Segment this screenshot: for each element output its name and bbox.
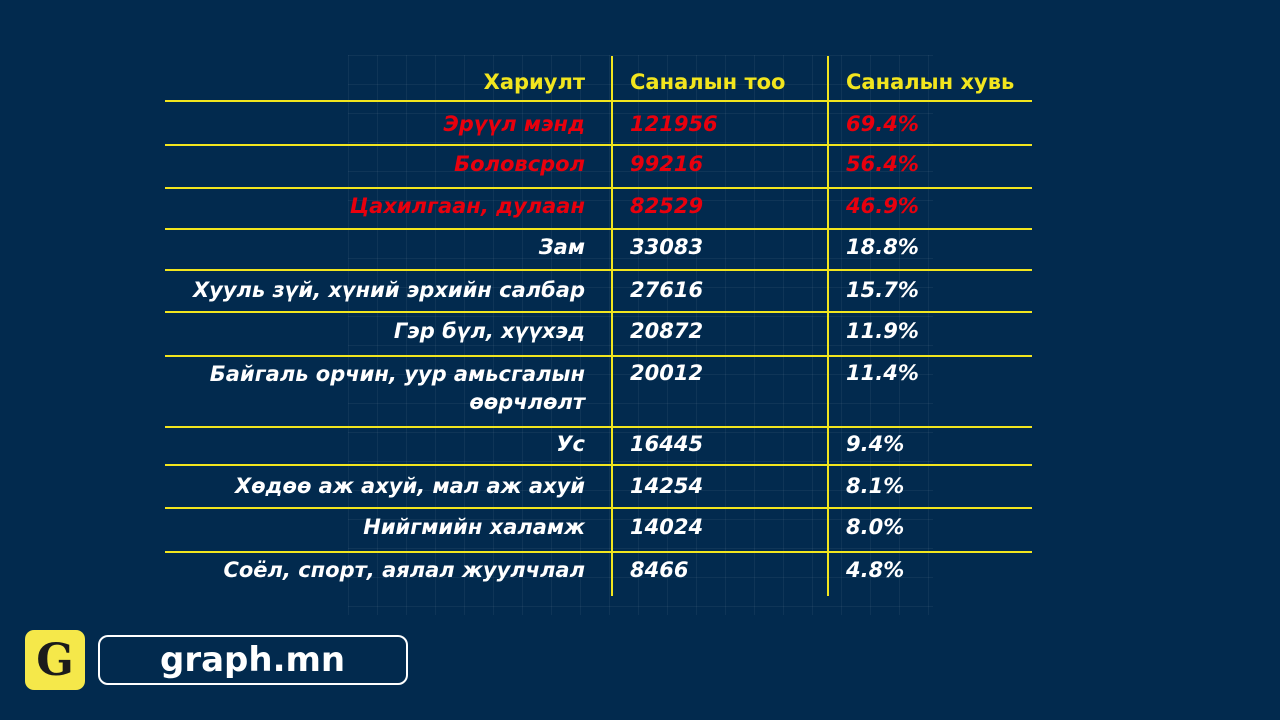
count-cell: 121956 (630, 112, 718, 136)
answer-cell: Гэр бүл, хүүхэд (393, 319, 585, 343)
count-cell: 8466 (630, 558, 689, 582)
percent-cell: 9.4% (846, 432, 905, 456)
row-divider (165, 464, 1032, 466)
count-cell: 14254 (630, 474, 704, 498)
count-cell: 33083 (630, 235, 704, 259)
count-cell: 99216 (630, 152, 704, 176)
answer-cell: Хууль зүй, хүний эрхийн салбар (192, 278, 585, 302)
row-divider (165, 228, 1032, 230)
percent-cell: 56.4% (846, 152, 919, 176)
count-cell: 16445 (630, 432, 704, 456)
count-cell: 20872 (630, 319, 704, 343)
answer-cell: Соёл, спорт, аялал жуулчлал (223, 558, 585, 582)
percent-cell: 4.8% (846, 558, 905, 582)
count-cell: 82529 (630, 194, 704, 218)
header-count: Саналын тоо (630, 70, 786, 94)
answer-cell: Зам (538, 235, 585, 259)
answer-cell: Боловсрол (454, 152, 585, 176)
answer-cell: Ус (556, 432, 585, 456)
percent-cell: 15.7% (846, 278, 919, 302)
header-percent: Саналын хувь (846, 70, 1015, 94)
column-divider-2 (827, 56, 829, 596)
count-cell: 27616 (630, 278, 704, 302)
row-divider (165, 426, 1032, 428)
column-divider-1 (611, 56, 613, 596)
percent-cell: 11.4% (846, 361, 919, 385)
percent-cell: 18.8% (846, 235, 919, 259)
answer-cell: Нийгмийн халамж (363, 515, 585, 539)
graph-logo-text: graph.mn (98, 635, 408, 685)
graph-logo-icon: G (25, 630, 85, 690)
answer-cell: Байгаль орчин, уур амьсгалын өөрчлөлт (209, 362, 585, 414)
row-divider (165, 507, 1032, 509)
row-divider (165, 187, 1032, 189)
answer-cell: Эрүүл мэнд (443, 112, 585, 136)
row-divider (165, 100, 1032, 102)
answer-cell: Хөдөө аж ахуй, мал аж ахуй (234, 474, 585, 498)
row-divider (165, 269, 1032, 271)
row-divider (165, 311, 1032, 313)
percent-cell: 11.9% (846, 319, 919, 343)
percent-cell: 8.0% (846, 515, 905, 539)
row-divider (165, 144, 1032, 146)
percent-cell: 46.9% (846, 194, 919, 218)
percent-cell: 69.4% (846, 112, 919, 136)
row-divider (165, 355, 1032, 357)
count-cell: 20012 (630, 361, 704, 385)
percent-cell: 8.1% (846, 474, 905, 498)
answer-cell: Цахилгаан, дулаан (349, 194, 585, 218)
row-divider (165, 551, 1032, 553)
count-cell: 14024 (630, 515, 704, 539)
header-answer: Хариулт (483, 70, 585, 94)
